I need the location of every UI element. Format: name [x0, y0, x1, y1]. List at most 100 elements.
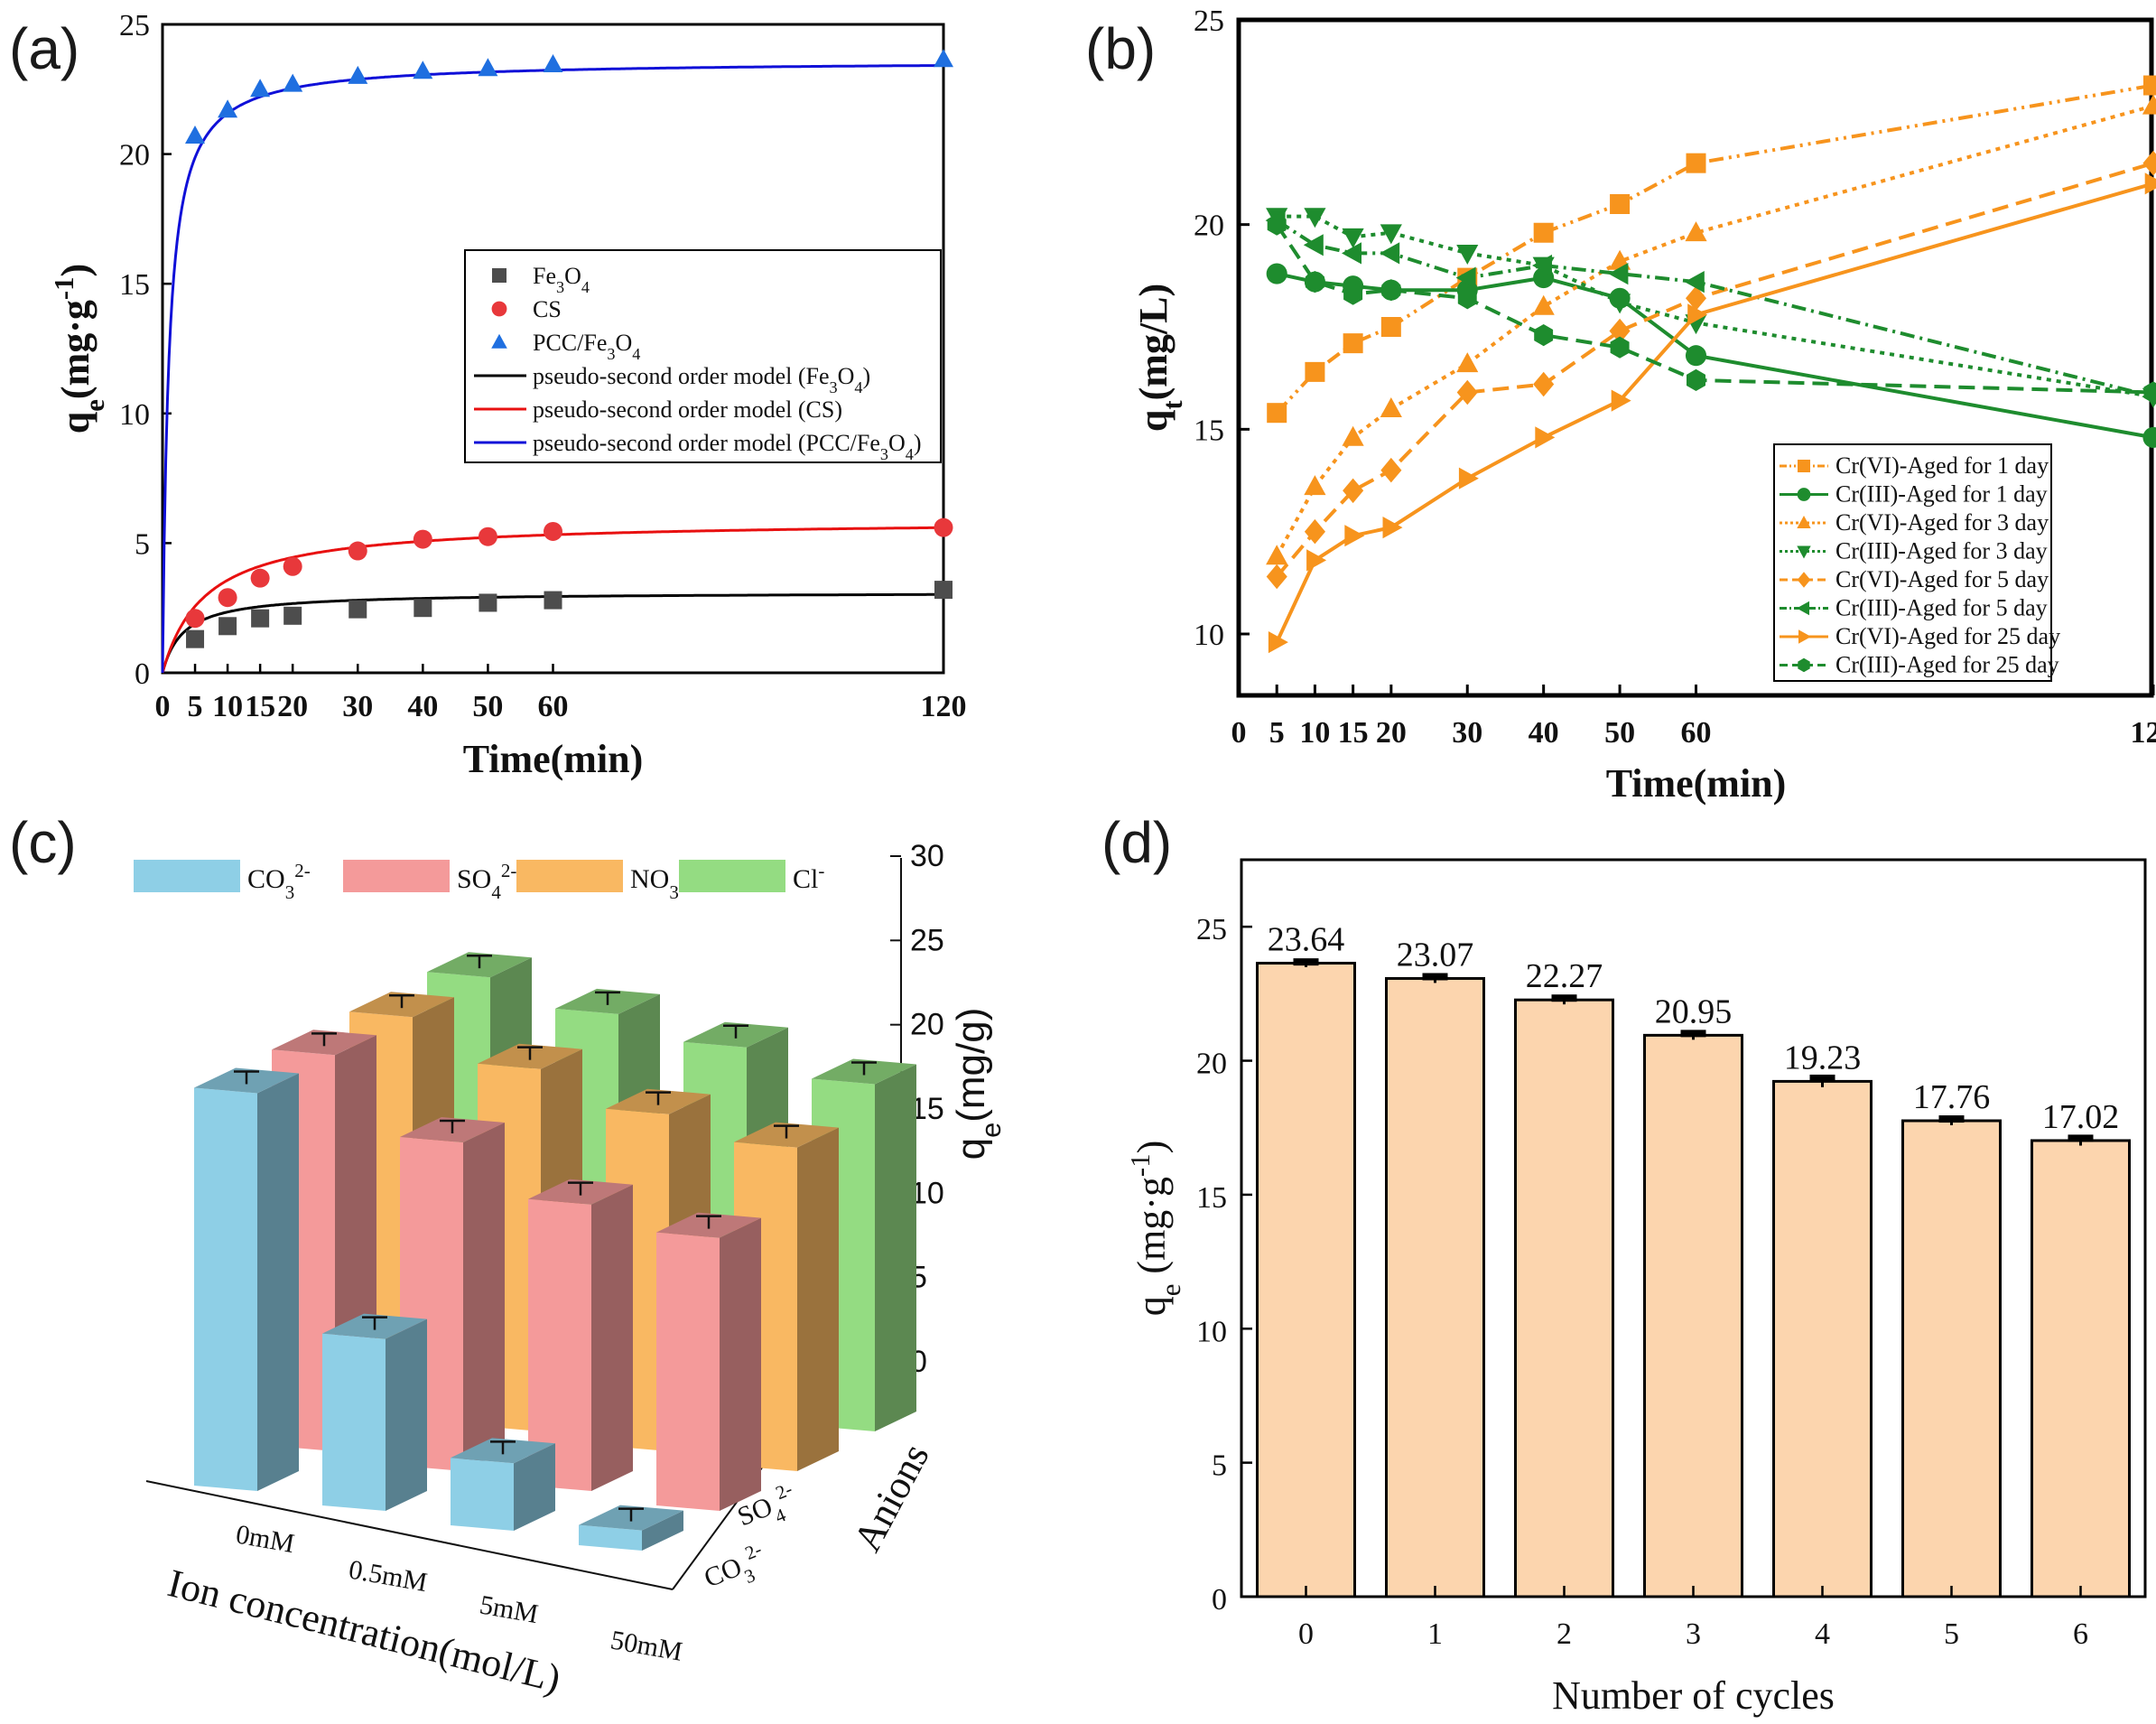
data-point-b-2: [1456, 352, 1479, 373]
chart-a: 0 5 10 15 20 30 40 50 60 1200510152025Time(min)qe…: [49, 9, 967, 781]
y-tick-label-b: 15: [1194, 414, 1224, 447]
data-point-b-1: [1266, 263, 1287, 284]
data-point-b-2: [1532, 294, 1555, 315]
x-tick-label-b: 60: [1681, 716, 1712, 750]
x-axis-title-d: Number of cycles: [1552, 1673, 1835, 1718]
x-tick-label-d: 1: [1427, 1617, 1443, 1651]
data-point-b-0: [1380, 317, 1401, 337]
data-point-a-2: [543, 54, 563, 72]
legend-marker-b: [1797, 488, 1811, 501]
data-point-a-0: [414, 599, 432, 618]
series-line-b-4: [1275, 161, 2154, 578]
x-tick-label-c: 0.5mM: [347, 1554, 430, 1598]
x-tick-label-b: 5: [1269, 716, 1285, 750]
x-tick-label-a: 15: [245, 690, 275, 723]
x-tick-label-b: 120: [2131, 716, 2156, 750]
data-point-b-7: [2143, 381, 2156, 404]
x-tick-label-b: 20: [1376, 716, 1407, 750]
data-point-a-2: [348, 65, 368, 84]
data-point-b-0: [1343, 333, 1363, 354]
x-tick-label-d: 6: [2073, 1617, 2088, 1651]
data-point-b-7: [1687, 368, 1705, 391]
bar-error-cap-d: [1551, 994, 1577, 1002]
bar-error-cap-d: [1680, 1030, 1706, 1038]
data-point-b-6: [1344, 525, 1365, 547]
data-point-b-4: [1456, 379, 1478, 405]
legend-label-c: NO3-: [630, 860, 685, 903]
bar-error-cap-d: [2068, 1134, 2094, 1142]
data-point-a-1: [413, 529, 432, 549]
data-point-b-4: [1609, 318, 1631, 344]
data-point-b-7: [1343, 283, 1363, 305]
legend-label-b: Cr(III)-Aged for 5 day: [1835, 595, 2048, 621]
y-tick-label-a: 10: [119, 398, 150, 432]
data-point-b-0: [2143, 75, 2156, 96]
legend-box-a: [464, 249, 942, 463]
bar-value-label-d: 23.64: [1268, 921, 1345, 959]
panel-label-d: (d): [1101, 810, 1172, 875]
data-point-b-6: [1268, 631, 1288, 654]
data-point-b-0: [1533, 222, 1554, 243]
legend-box-b: [1773, 443, 2052, 682]
data-point-b-0: [1686, 153, 1706, 173]
data-point-b-6: [1382, 517, 1403, 539]
legend-marker-b: [1798, 657, 1810, 673]
legend-marker-b: [1797, 572, 1811, 588]
x-tick-label-b: 0: [1231, 716, 1247, 750]
data-point-b-2: [1266, 545, 1288, 565]
bar-value-label-d: 20.95: [1655, 992, 1733, 1030]
x-axis-title-a: Time(min): [463, 737, 644, 781]
data-point-a-2: [934, 49, 953, 68]
data-point-b-7: [1381, 279, 1401, 302]
bar-value-label-d: 22.27: [1526, 957, 1603, 995]
data-point-b-7: [1534, 324, 1554, 347]
legend-marker-b: [1797, 545, 1811, 559]
data-point-b-1: [1685, 345, 1707, 367]
data-point-b-7: [1267, 213, 1287, 236]
bar-value-label-d: 19.23: [1784, 1039, 1862, 1076]
y-tick-label-b: 25: [1194, 5, 1224, 38]
z-tick-label-c: 20: [910, 1008, 944, 1042]
data-point-a-1: [544, 521, 562, 541]
y-tick-label-a: 20: [119, 139, 150, 172]
data-point-b-2: [1685, 221, 1707, 242]
data-point-a-0: [348, 600, 367, 619]
data-point-b-7: [1457, 287, 1477, 310]
data-point-b-1: [2142, 426, 2156, 448]
data-point-b-5: [1608, 263, 1629, 285]
y-tick-label-a: 25: [119, 9, 150, 42]
data-point-a-0: [186, 629, 205, 648]
legend-label-a: CS: [533, 296, 562, 322]
data-point-b-2: [1342, 425, 1364, 446]
bar-side-c: [642, 1510, 683, 1551]
data-point-a-1: [185, 609, 205, 629]
data-point-b-7: [1610, 336, 1630, 359]
y-axis-title-b: qt(mg/L): [1131, 284, 1188, 432]
legend-label-c: SO42-: [457, 860, 516, 903]
y-tick-label-d: 5: [1212, 1449, 1227, 1483]
x-tick-label-c: 50mM: [609, 1625, 685, 1666]
legend-label-b: Cr(III)-Aged for 1 day: [1835, 481, 2048, 508]
x-tick-label-d: 0: [1298, 1617, 1314, 1651]
x-tick-label-a: 0: [155, 690, 171, 723]
legend-marker-a: [492, 268, 506, 283]
legend-label-b: Cr(III)-Aged for 3 day: [1835, 538, 2048, 564]
y-tick-label-d: 20: [1196, 1048, 1227, 1081]
legend-swatch-c: [134, 860, 240, 892]
bar-d: [1256, 962, 1356, 1598]
data-point-a-2: [218, 99, 238, 118]
bar-front-c: [451, 1458, 514, 1531]
bar-side-c: [257, 1073, 299, 1491]
data-point-b-0: [1305, 361, 1325, 382]
legend-label-b: Cr(VI)-Aged for 3 day: [1835, 509, 2049, 536]
x-tick-label-a: 10: [212, 690, 243, 723]
legend-marker-b: [1798, 460, 1810, 472]
z-axis-title-c: qe(mg/g): [949, 1008, 1007, 1160]
data-point-b-4: [1343, 478, 1364, 504]
x-axis-title-b: Time(min): [1606, 761, 1787, 806]
bar-error-cap-d: [1293, 958, 1319, 966]
legend-marker-b: [1798, 629, 1811, 644]
data-point-b-6: [1535, 426, 1556, 449]
x-tick-label-a: 5: [188, 690, 203, 723]
panel-label-c: (c): [9, 810, 77, 875]
